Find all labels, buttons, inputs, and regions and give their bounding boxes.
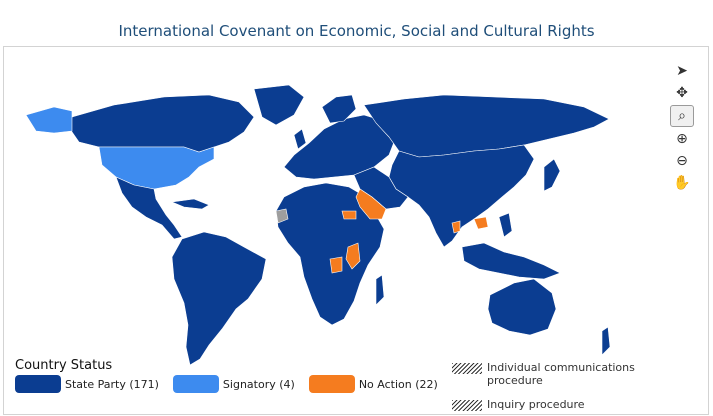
region-new-zealand[interactable] xyxy=(601,326,611,356)
procedure-label-line1: Individual communications xyxy=(487,361,635,374)
zoom-in-icon[interactable]: ⊕ xyxy=(676,131,688,147)
region-philippines[interactable] xyxy=(498,212,513,238)
region-russia[interactable] xyxy=(363,94,610,158)
pan-compass-icon[interactable]: ✥ xyxy=(676,85,688,101)
region-usa[interactable] xyxy=(98,146,215,190)
map-panel[interactable]: ➤ ✥ ⌕ ⊕ ⊖ ✋ Country Status State Party (… xyxy=(3,46,709,415)
region-africa[interactable] xyxy=(275,182,385,326)
procedure-label-line1: Inquiry procedure xyxy=(487,398,585,411)
region-mexico[interactable] xyxy=(115,176,183,240)
select-pointer-icon[interactable]: ➤ xyxy=(676,63,688,79)
world-map[interactable] xyxy=(4,47,708,414)
region-south-america[interactable] xyxy=(171,231,267,366)
region-saudi-arabia[interactable] xyxy=(355,188,387,220)
region-malaysia[interactable] xyxy=(473,216,489,230)
legend-swatch-state-party xyxy=(15,375,61,393)
region-greenland[interactable] xyxy=(253,84,305,126)
region-asia[interactable] xyxy=(388,144,535,248)
legend-label: State Party (171) xyxy=(65,377,159,391)
procedure-label-line2: procedure xyxy=(487,374,543,387)
region-caribbean[interactable] xyxy=(170,198,210,210)
legend-inquiry-procedure[interactable]: Inquiry procedure xyxy=(452,398,585,411)
hatch-swatch-icon xyxy=(452,400,482,411)
zoom-box-icon[interactable]: ⌕ xyxy=(670,105,694,127)
region-south-sudan[interactable] xyxy=(341,210,357,220)
legend-title: Country Status xyxy=(15,358,113,373)
region-botswana[interactable] xyxy=(329,256,343,274)
legend: State Party (171) Signatory (4) No Actio… xyxy=(15,375,452,393)
legend-swatch-signatory xyxy=(172,375,219,393)
legend-label: Signatory (4) xyxy=(222,377,295,391)
legend-procedure-label: Individual communications procedure xyxy=(487,361,635,387)
hand-pan-icon[interactable]: ✋ xyxy=(673,175,691,191)
zoom-out-icon[interactable]: ⊖ xyxy=(676,153,688,169)
region-australia[interactable] xyxy=(487,278,557,336)
region-se-asia[interactable] xyxy=(461,242,561,280)
map-toolbar: ➤ ✥ ⌕ ⊕ ⊖ ✋ xyxy=(668,61,696,193)
region-no-data-western-sahara xyxy=(275,208,289,224)
legend-item-signatory[interactable]: Signatory (4) xyxy=(172,375,295,393)
region-canada[interactable] xyxy=(69,94,255,153)
legend-label: No Action (22) xyxy=(358,377,438,391)
legend-individual-communications[interactable]: Individual communications procedure xyxy=(452,361,635,387)
region-myanmar-islands[interactable] xyxy=(451,220,461,234)
map-title: International Covenant on Economic, Soci… xyxy=(118,22,595,40)
legend-swatch-no-action xyxy=(308,375,355,393)
hatch-swatch-icon xyxy=(452,363,482,374)
region-uk[interactable] xyxy=(293,128,307,150)
region-mozambique[interactable] xyxy=(345,242,361,270)
region-alaska[interactable] xyxy=(25,106,73,134)
region-madagascar[interactable] xyxy=(375,274,385,306)
region-japan[interactable] xyxy=(543,158,561,192)
legend-item-state-party[interactable]: State Party (171) xyxy=(15,375,159,393)
legend-item-no-action[interactable]: No Action (22) xyxy=(308,375,438,393)
region-scandinavia[interactable] xyxy=(321,94,357,124)
